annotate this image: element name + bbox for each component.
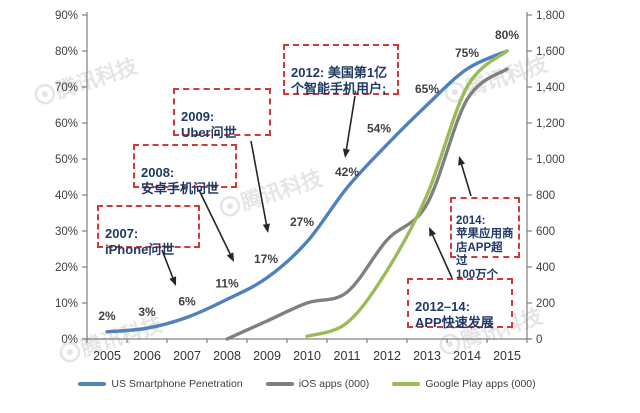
annotation-2012-users: 2012: 美国第1亿 个智能手机用户; <box>283 44 399 96</box>
data-label-2009: 17% <box>254 252 278 266</box>
y-axis-right-tick-label: 1,400 <box>536 82 565 94</box>
annotation-text: 2007: iPhone问世 <box>105 225 175 257</box>
legend-line-swatch-blue <box>78 382 107 386</box>
legend-item-ios-apps: iOS apps (000) <box>265 378 370 390</box>
x-axis-label: 2009 <box>253 349 281 363</box>
legend-line-swatch-green <box>392 382 421 386</box>
legend-label: Google Play apps (000) <box>425 378 536 390</box>
y-axis-right-tick-label: 200 <box>536 298 555 310</box>
y-axis-left-tick-label: 10% <box>55 298 78 310</box>
y-axis-right-tick-label: 0 <box>536 334 542 346</box>
legend-item-google-play-apps: Google Play apps (000) <box>392 378 536 390</box>
annotation-2014-appstore: 2014: 苹果应用商 店APP超过 100万个 <box>450 197 520 281</box>
y-axis-right-tick-label: 400 <box>536 262 555 274</box>
data-label-2008: 11% <box>215 276 239 290</box>
y-axis-left-tick-label: 60% <box>55 118 78 130</box>
y-axis-right-tick-label: 1,600 <box>536 46 565 58</box>
y-axis-right-tick-label: 600 <box>536 226 555 238</box>
watermark-text: 腾讯科技 <box>53 54 141 103</box>
y-axis-left-tick-label: 50% <box>55 154 78 166</box>
y-axis-right-tick-label: 800 <box>536 190 555 202</box>
y-axis-left-tick-label: 80% <box>55 46 78 58</box>
y-axis-left-tick-label: 30% <box>55 226 78 238</box>
y-axis-right-tick-label: 1,800 <box>536 10 565 22</box>
y-axis-left-tick-label: 20% <box>55 262 78 274</box>
annotation-text: 2012: 美国第1亿 个智能手机用户; <box>291 64 388 96</box>
x-axis-label: 2005 <box>93 349 121 363</box>
data-label-2015: 80% <box>495 28 519 42</box>
legend-label: US Smartphone Penetration <box>111 378 243 390</box>
x-axis-label: 2006 <box>133 349 161 363</box>
legend-label: iOS apps (000) <box>298 378 370 390</box>
y-axis-left-tick-label: 90% <box>55 10 78 22</box>
data-label-2013: 65% <box>415 82 439 96</box>
series-line-us-smartphone-penetration <box>105 49 509 334</box>
annotation-2008-android: 2008: 安卓手机问世 <box>133 144 237 196</box>
x-axis-label: 2007 <box>173 349 201 363</box>
series-line-google-play-apps-000- <box>305 49 509 338</box>
x-axis-label: 2008 <box>213 349 241 363</box>
x-axis-label: 2012 <box>373 349 401 363</box>
x-axis-label: 2011 <box>334 349 361 363</box>
x-axis-label: 2014 <box>453 349 481 363</box>
axes <box>82 12 532 343</box>
annotation-2012-14-apps: 2012–14: APP快速发展 <box>407 278 513 330</box>
data-label-2006: 3% <box>138 305 156 319</box>
data-label-2005: 2% <box>98 309 116 323</box>
x-axis-label: 2010 <box>293 349 321 363</box>
data-label-2007: 6% <box>178 294 196 308</box>
y-axis-left-tick-label: 40% <box>55 190 78 202</box>
x-axis-label: 2013 <box>413 349 441 363</box>
series-layer <box>105 49 509 341</box>
y-axis-right-tick-label: 1,000 <box>536 154 565 166</box>
annotation-text: 2009: Uber问世 <box>181 108 237 140</box>
tencent-tech-watermark: 腾讯科技 <box>444 52 551 103</box>
series-line-ios-apps-000- <box>225 67 509 341</box>
annotation-2009-uber: 2009: Uber问世 <box>173 88 271 140</box>
legend-item-us-smartphone-penetration: US Smartphone Penetration <box>78 378 243 390</box>
y-axis-right-tick-label: 1,200 <box>536 118 565 130</box>
y-axis-left-tick-label: 70% <box>55 82 78 94</box>
data-label-2011: 42% <box>335 165 359 179</box>
data-label-2014: 75% <box>455 46 479 60</box>
x-axis-label: 2015 <box>493 349 521 363</box>
annotation-text: 2008: 安卓手机问世 <box>141 164 220 196</box>
y-axis-left-tick-label: 0% <box>61 334 78 346</box>
annotation-text: 2012–14: APP快速发展 <box>415 298 494 330</box>
data-label-2012: 54% <box>367 122 391 136</box>
annotation-2007-iphone: 2007: iPhone问世 <box>97 205 200 257</box>
chart-legend: US Smartphone Penetration iOS apps (000)… <box>78 378 536 390</box>
annotation-text: 2014: 苹果应用商 店APP超过 100万个 <box>456 214 514 281</box>
legend-line-swatch-gray <box>265 382 294 386</box>
watermark-text: 腾讯科技 <box>238 166 326 215</box>
data-label-2010: 27% <box>290 215 314 229</box>
